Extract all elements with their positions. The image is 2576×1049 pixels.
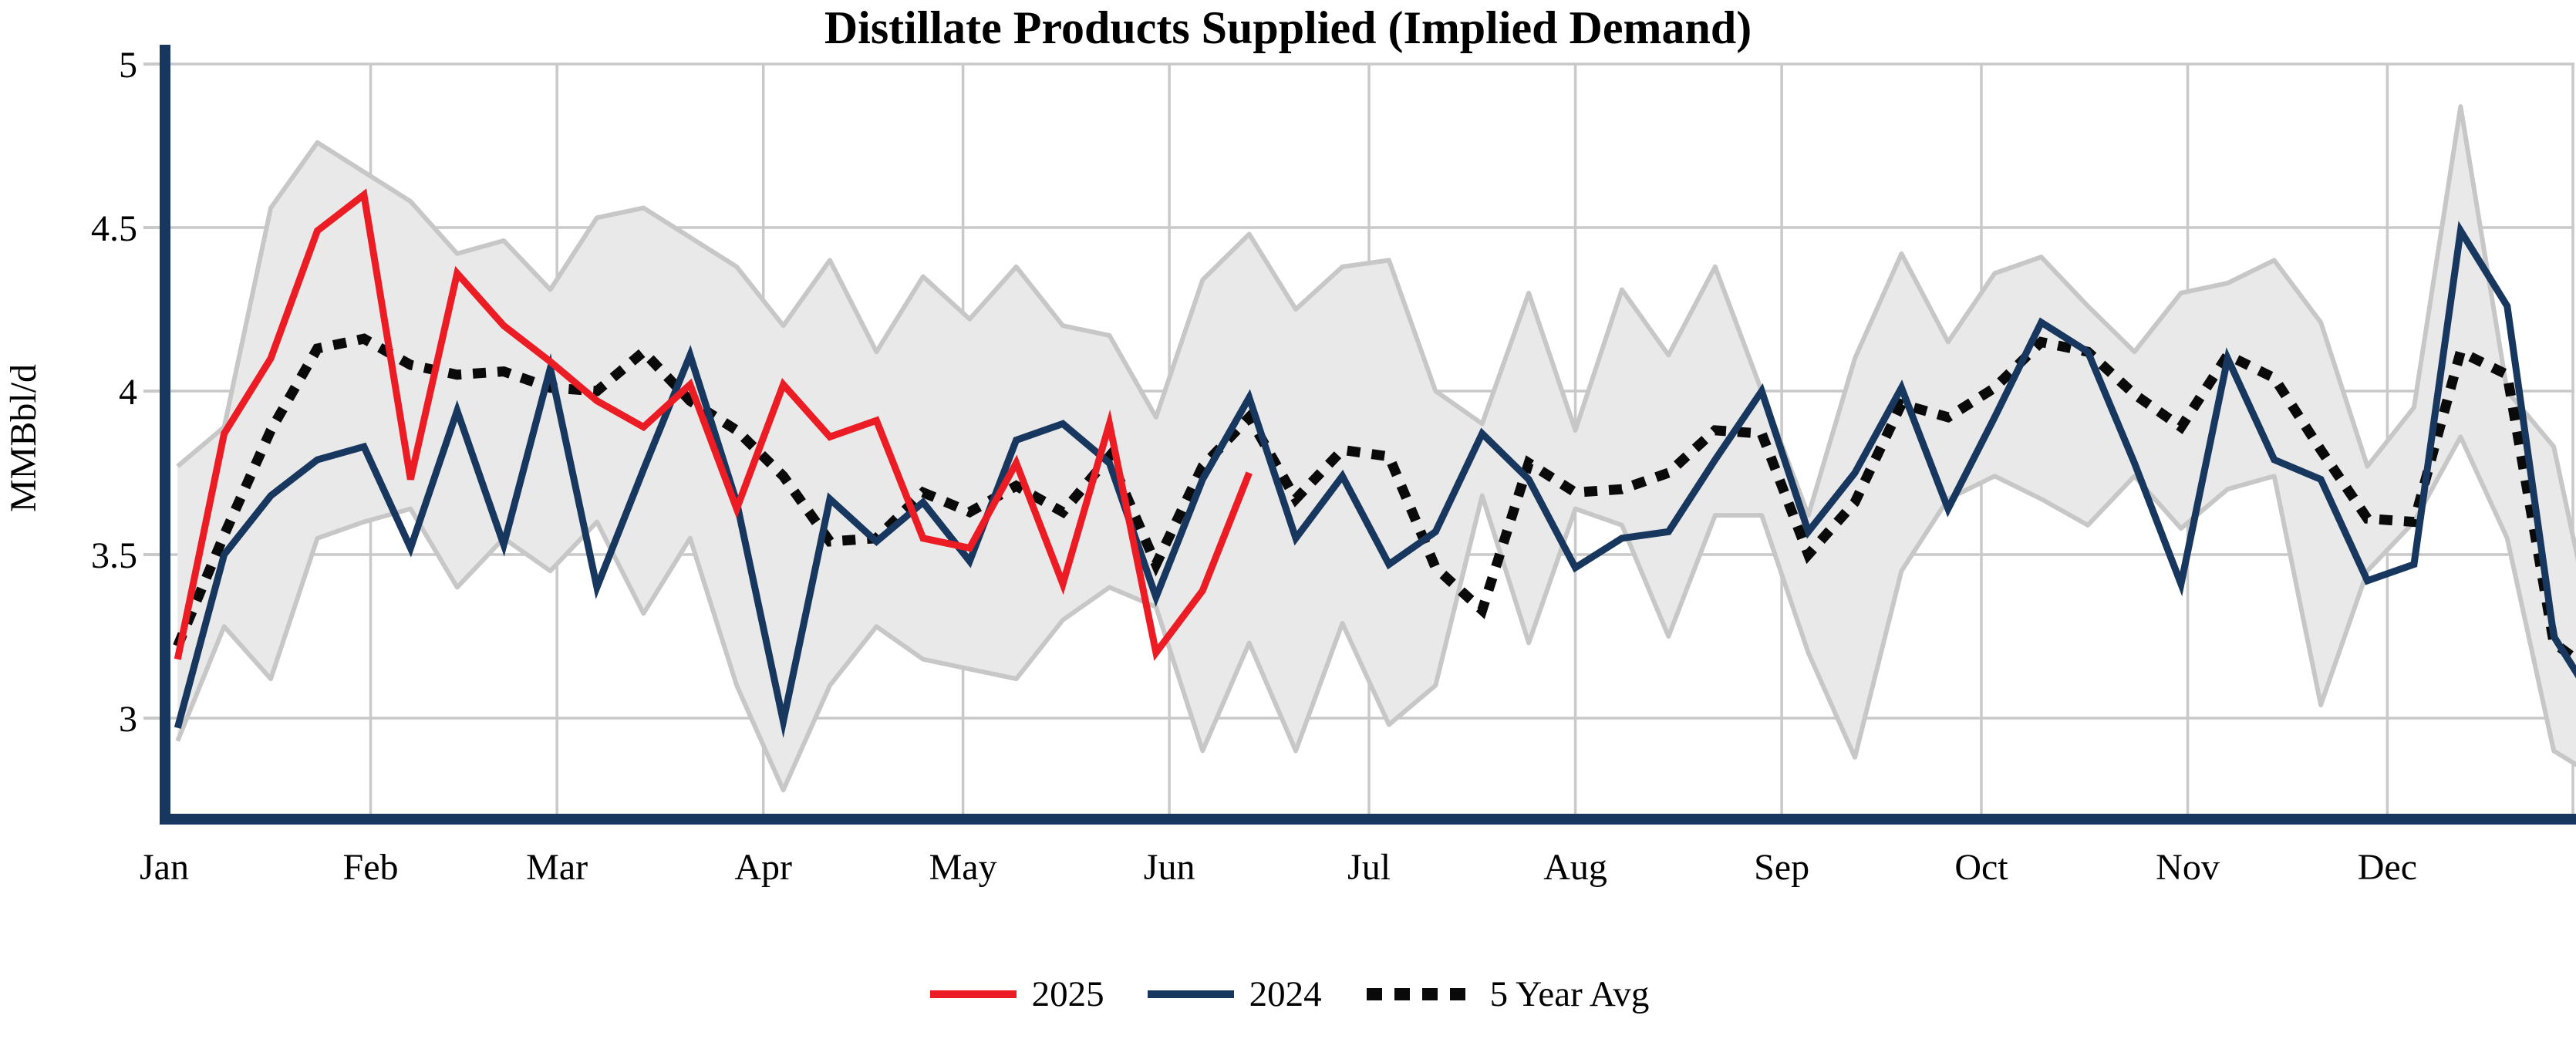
data-series (173, 188, 2576, 739)
tick-labels: 5 4.5 4 3.5 3 Jan Feb Mar Apr May Jun Jul Aug Sep Oct N… (91, 45, 2417, 888)
chart-title: Distillate Products Supplied (Implied De… (824, 2, 1752, 53)
x-tick-label-sep: Sep (1754, 847, 1809, 888)
x-tick-label-apr: Apr (734, 847, 792, 888)
legend: 2025 2024 5 Year Avg (0, 973, 2576, 1015)
line-2025 (174, 188, 1253, 661)
x-tick-label-jun: Jun (1144, 847, 1195, 888)
legend-item-2024: 2024 (1145, 973, 1322, 1015)
x-tick-label-feb: Feb (343, 847, 399, 888)
legend-item-2025: 2025 (927, 973, 1104, 1015)
y-tick-label: 4.5 (91, 208, 137, 249)
legend-swatch-2025-line-icon (929, 990, 1017, 998)
x-tick-label-oct: Oct (1954, 847, 2008, 888)
y-axis-line (160, 45, 170, 825)
y-axis-label: MMBbl/d (3, 364, 44, 512)
legend-label-2025: 2025 (1031, 974, 1104, 1014)
x-tick-label-may: May (929, 847, 997, 888)
five-year-range-band (175, 104, 2576, 793)
x-tick-label-aug: Aug (1543, 847, 1607, 888)
axes (160, 45, 2576, 825)
y-tick-label: 3.5 (91, 535, 137, 576)
y-tick-label: 3 (119, 699, 137, 740)
y-tick-label: 5 (119, 45, 137, 86)
five-year-range-upper-edge (176, 104, 2576, 562)
legend-item-5yr-avg: 5 Year Avg (1362, 973, 1650, 1015)
x-tick-label-nov: Nov (2156, 847, 2220, 888)
legend-swatch-5yr-avg-dotted-icon (1366, 988, 1473, 1000)
x-tick-label-jul: Jul (1347, 847, 1391, 888)
legend-label-2024: 2024 (1249, 974, 1322, 1014)
line-2024 (174, 221, 2576, 739)
x-tick-label-mar: Mar (526, 847, 588, 888)
x-tick-label-jan: Jan (140, 847, 189, 888)
x-axis-line (160, 814, 2576, 825)
x-tick-label-dec: Dec (2358, 847, 2417, 888)
y-tick-label: 4 (119, 372, 137, 413)
legend-swatch-2024-line-icon (1147, 990, 1234, 998)
five-year-range-fill (177, 106, 2576, 791)
legend-label-5yr-avg: 5 Year Avg (1489, 974, 1650, 1014)
